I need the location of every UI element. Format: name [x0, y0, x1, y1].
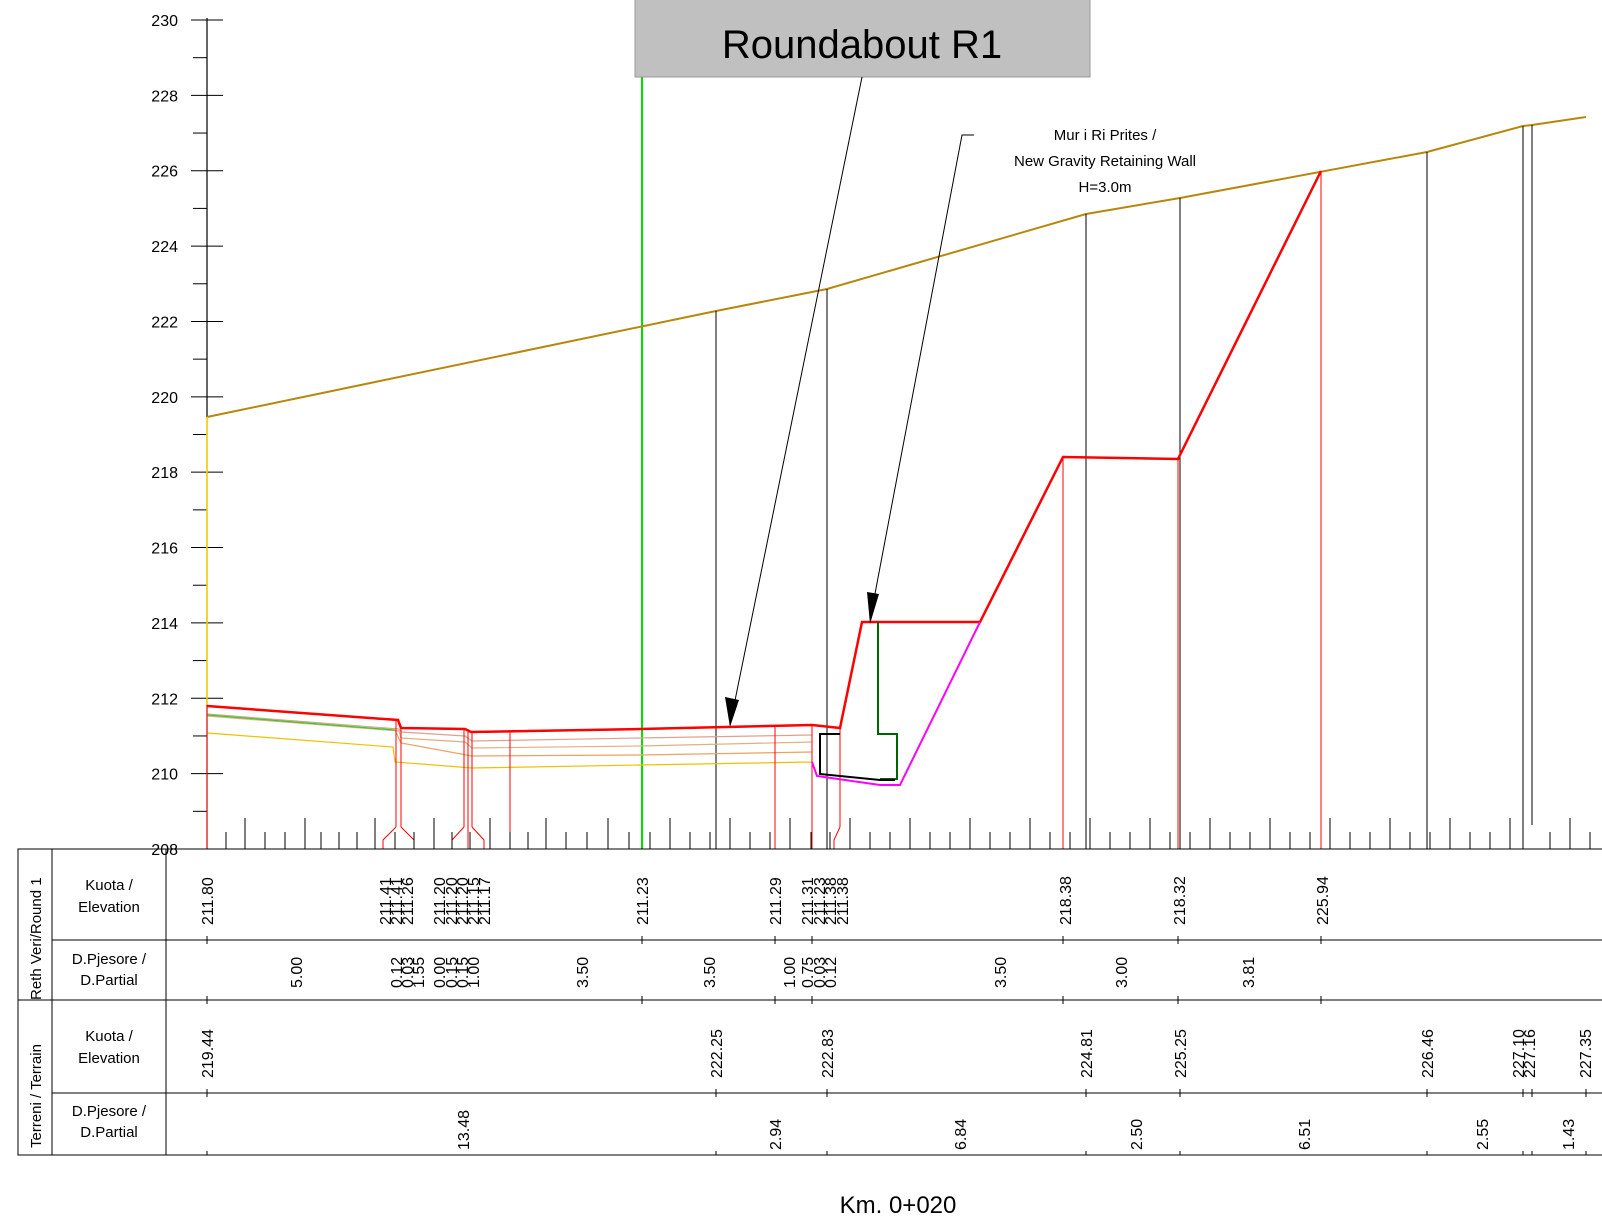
row-design-part-l2: D.Partial [80, 972, 138, 989]
design-elevation-value: 211.20 [455, 877, 472, 925]
design-elevation-value: 211.20 [432, 877, 449, 925]
terrain-verticals [715, 125, 1533, 849]
terrain-partial-value: 2.50 [1129, 1119, 1146, 1150]
wall-leader [867, 134, 974, 624]
design-partial-value: 0.03 [400, 957, 417, 988]
design-partial-value: 0.15 [444, 957, 461, 988]
terrain-partial-value: 2.55 [1475, 1119, 1492, 1150]
y-tick-label: 214 [151, 616, 178, 633]
y-tick-label: 218 [151, 465, 178, 482]
terrain-partial-value: 6.84 [953, 1119, 970, 1150]
design-partial-value: 1.55 [411, 957, 428, 988]
y-tick-label: 226 [151, 164, 178, 181]
design-elevation-value: 211.15 [466, 877, 483, 925]
design-elevation-value: 211.26 [400, 877, 417, 925]
design-elevation-value: 211.23 [635, 877, 652, 925]
design-partial-value: 0.75 [800, 957, 817, 988]
design-partial-value: 0.12 [823, 957, 840, 988]
design-elevation-value: 211.38 [835, 877, 852, 925]
y-tick-label: 230 [151, 13, 178, 30]
design-partial-value: 3.00 [1114, 957, 1131, 988]
design-verticals [206, 171, 1322, 849]
y-tick-label: 216 [151, 541, 178, 558]
wall-note-line1: Mur i Ri Prites / [1054, 127, 1157, 144]
y-tick-label: 212 [151, 691, 178, 708]
design-partial-value: 5.00 [289, 957, 306, 988]
design-partial-value: 0.12 [389, 957, 406, 988]
wall-note: Mur i Ri Prites / New Gravity Retaining … [1014, 127, 1196, 196]
terrain-partial-value: 6.51 [1297, 1119, 1314, 1150]
design-elevation-value: 211.29 [768, 877, 785, 925]
terrain-elevation-value: 227.35 [1578, 1029, 1595, 1078]
terrain-elevation-value: 225.25 [1173, 1029, 1190, 1078]
row-terrain-elev-l2: Elevation [78, 1050, 140, 1067]
terrain-partial-value: 13.48 [456, 1110, 473, 1150]
design-partial-value: 3.81 [1241, 957, 1258, 988]
design-elevation-value: 218.38 [1058, 876, 1075, 925]
terrain-elevation-value: 226.46 [1420, 1029, 1437, 1078]
terrain-elevation-value: 227.16 [1522, 1029, 1539, 1078]
design-partial-value: 0.15 [455, 957, 472, 988]
roundabout-leader [725, 76, 863, 727]
terrain-elevation-value: 224.81 [1079, 1029, 1096, 1078]
terrain-elevation-value: 227.10 [1511, 1029, 1528, 1078]
design-elevation-value: 211.41 [378, 877, 395, 925]
design-elevation-value: 211.38 [823, 877, 840, 925]
station-label: Km. 0+020 [840, 1192, 957, 1219]
design-partial-value: 0.00 [432, 957, 449, 988]
pavement-layers [206, 713, 813, 769]
wall-note-line2: New Gravity Retaining Wall [1014, 153, 1196, 170]
design-partial-value: 3.50 [702, 957, 719, 988]
retaining-wall [877, 622, 898, 780]
elevation-axis: 208 210 212 214 216 218 220 222 224 226 228 230 [151, 13, 223, 859]
wall-footing [819, 733, 895, 781]
row-terrain-part-l2: D.Partial [80, 1124, 138, 1141]
terrain-partial-value: 2.94 [768, 1119, 785, 1150]
design-partial-value: 3.50 [993, 957, 1010, 988]
wall-note-line3: H=3.0m [1079, 179, 1132, 196]
design-elevation-value: 211.20 [444, 877, 461, 925]
roundabout-callout: Roundabout R1 [634, 0, 1091, 78]
design-elevation-value: 211.31 [800, 877, 817, 925]
row-terrain-part-l1: D.Pjesore / [72, 1103, 147, 1120]
y-tick-label: 228 [151, 88, 178, 105]
design-elevation-value: 211.80 [200, 877, 217, 925]
terrain-elevation-value: 222.83 [820, 1029, 837, 1078]
y-tick-label: 220 [151, 390, 178, 407]
y-tick-label: 222 [151, 314, 178, 331]
design-partial-value: 1.00 [466, 957, 483, 988]
table-group-terrain: Terreni / Terrain [28, 1044, 45, 1148]
terrain-elevation-value: 219.44 [200, 1029, 217, 1078]
table-group-round: Reth Veri/Round 1 [28, 877, 45, 1000]
design-surface-line [206, 170, 1323, 734]
y-tick-label: 224 [151, 239, 178, 256]
design-elevation-value: 225.94 [1315, 876, 1332, 925]
row-design-elev-l1: Kuota / [85, 877, 133, 894]
design-elevation-value: 218.32 [1172, 876, 1189, 925]
row-terrain-elev-l1: Kuota / [85, 1028, 133, 1045]
terrain-line [206, 116, 1587, 418]
y-tick-label: 208 [151, 842, 178, 859]
design-partial-value: 1.00 [782, 957, 799, 988]
design-elevation-value: 211.17 [477, 877, 494, 925]
roundabout-callout-text: Roundabout R1 [722, 23, 1002, 67]
design-elevation-value: 211.41 [389, 877, 406, 925]
row-design-elev-l2: Elevation [78, 899, 140, 916]
y-tick-label: 210 [151, 767, 178, 784]
design-partial-value: 0.03 [812, 957, 829, 988]
excavation-line [811, 621, 981, 786]
baseline-ticks [225, 818, 1591, 849]
terrain-partial-value: 1.43 [1561, 1119, 1578, 1150]
design-partial-value: 3.50 [575, 957, 592, 988]
terrain-elevation-value: 222.25 [709, 1029, 726, 1078]
row-design-part-l1: D.Pjesore / [72, 951, 147, 968]
design-elevation-value: 211.23 [812, 877, 829, 925]
